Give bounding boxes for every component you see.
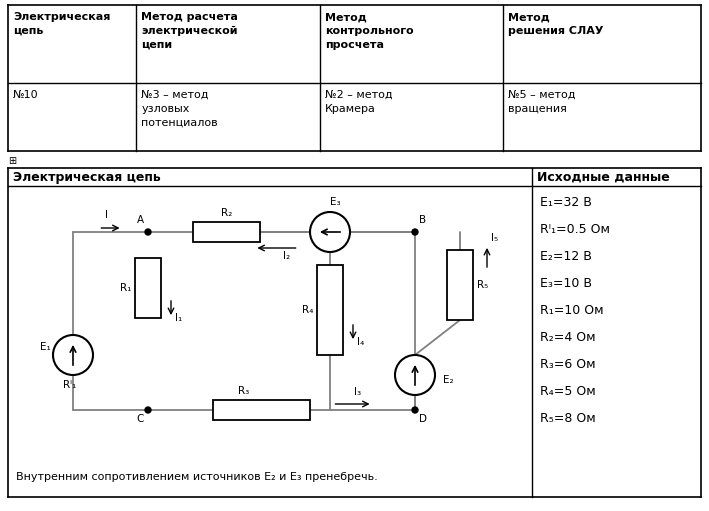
Text: C: C [137,414,144,424]
Text: №2 – метод: №2 – метод [325,90,393,100]
Text: E₂: E₂ [443,375,454,385]
Text: A: A [137,215,144,225]
Text: Внутренним сопротивлением источников E₂ и E₃ пренебречь.: Внутренним сопротивлением источников E₂ … [16,472,378,482]
Text: E₂=12 В: E₂=12 В [540,250,592,263]
Text: R₅: R₅ [477,280,489,290]
Bar [213,400,310,420]
Text: E₃: E₃ [330,197,340,207]
Text: E₁=32 В: E₁=32 В [540,196,592,209]
Circle shape [310,212,350,252]
Text: D: D [419,414,427,424]
Text: R₄=5 Ом: R₄=5 Ом [540,385,596,398]
Text: №10: №10 [13,90,38,100]
Circle shape [395,355,435,395]
Text: потенциалов: потенциалов [141,118,218,128]
Text: ⊞: ⊞ [8,156,16,166]
Text: R₁=10 Ом: R₁=10 Ом [540,304,603,317]
Bar [447,250,473,320]
Text: №3 – метод: №3 – метод [141,90,208,100]
Text: R₂=4 Ом: R₂=4 Ом [540,331,596,344]
Circle shape [412,229,418,235]
Text: узловых: узловых [141,104,189,114]
Text: Rᴵ₁=0.5 Ом: Rᴵ₁=0.5 Ом [540,223,610,236]
Text: R₅=8 Ом: R₅=8 Ом [540,412,596,425]
Text: I₅: I₅ [491,233,498,243]
Text: I₁: I₁ [175,313,182,323]
Text: вращения: вращения [508,104,567,114]
Text: №5 – метод: №5 – метод [508,90,576,100]
Text: I: I [105,210,108,220]
Text: E₃=10 В: E₃=10 В [540,277,592,290]
Text: R₁: R₁ [120,283,131,293]
Bar [193,222,260,242]
Text: R₃: R₃ [238,386,249,396]
Text: R₃=6 Ом: R₃=6 Ом [540,358,596,371]
Text: B: B [419,215,426,225]
Text: контрольного: контрольного [325,26,413,36]
Text: R₂: R₂ [221,208,232,218]
Text: электрической: электрической [141,26,238,36]
Circle shape [145,229,151,235]
Circle shape [412,407,418,413]
Text: E₁: E₁ [40,342,50,352]
Text: Электрическая цепь: Электрическая цепь [13,171,161,184]
Circle shape [145,407,151,413]
Text: Электрическая: Электрическая [13,12,111,22]
Text: I₃: I₃ [354,387,361,397]
Circle shape [53,335,93,375]
Text: Метод: Метод [325,12,367,22]
Text: I₄: I₄ [357,337,364,347]
Text: Rᴵ₁: Rᴵ₁ [63,380,77,390]
Text: цепи: цепи [141,40,172,50]
Text: Метод расчета: Метод расчета [141,12,238,22]
Bar [317,265,343,355]
Text: просчета: просчета [325,40,384,50]
Text: I₂: I₂ [283,251,290,261]
Text: Метод: Метод [508,12,550,22]
Text: R₄: R₄ [301,305,313,315]
Text: решения СЛАУ: решения СЛАУ [508,26,604,36]
Text: цепь: цепь [13,26,43,36]
Text: Исходные данные: Исходные данные [537,171,670,184]
Bar [135,258,161,318]
Text: Крамера: Крамера [325,104,376,114]
